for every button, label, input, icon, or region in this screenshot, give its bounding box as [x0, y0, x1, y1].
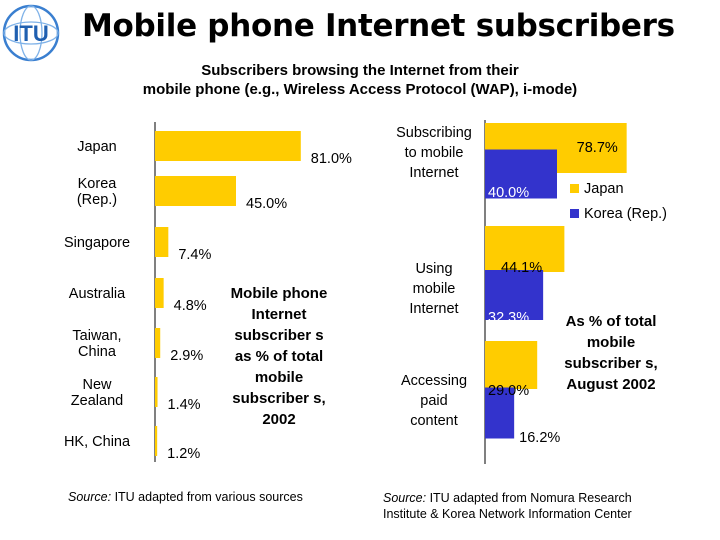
value-label-japan: 81.0% — [311, 151, 352, 167]
category-label-japan: Japan — [77, 139, 117, 155]
category-label-singapore: Singapore — [64, 235, 130, 251]
category-label-accessing-3: content — [410, 413, 458, 429]
category-label-new-zealand-2: Zealand — [71, 393, 123, 409]
value-label-taiwan-china: 2.9% — [170, 348, 203, 364]
page-title: Mobile phone Internet subscribers — [82, 8, 675, 44]
right-chart-caption: As % of total mobile subscriber s, Augus… — [564, 313, 658, 393]
right-source-text-2: Institute & Korea Network Information Ce… — [383, 507, 632, 521]
bar-japan — [155, 131, 301, 161]
category-label-using-3: Internet — [409, 301, 458, 317]
value-label-australia: 4.8% — [174, 298, 207, 314]
category-label-new-zealand-1: New — [82, 377, 112, 393]
value-label-singapore: 7.4% — [178, 247, 211, 263]
left-source-text: ITU adapted from various sources — [111, 490, 303, 504]
bar-japan-accessing — [485, 341, 538, 389]
category-label-using-2: mobile — [413, 281, 456, 297]
value-label-korea-using: 32.3% — [488, 310, 529, 326]
value-label-japan-subscribing: 78.7% — [577, 140, 618, 156]
bar-korea-subscribing — [485, 149, 557, 199]
category-label-korea-rep-2: (Rep.) — [77, 192, 117, 208]
left-chart-caption: Mobile phone Internet subscriber s as % … — [230, 285, 328, 428]
category-label-subscribing-3: Internet — [409, 165, 458, 181]
category-label-accessing-1: Accessing — [401, 373, 467, 389]
value-label-new-zealand: 1.4% — [168, 397, 201, 413]
subtitle-line-2: mobile phone (e.g., Wireless Access Prot… — [142, 81, 578, 98]
bar-new-zealand — [155, 377, 158, 407]
value-label-korea-subscribing: 40.0% — [488, 185, 529, 201]
right-source-note: Source: ITU adapted from Nomura Research… — [383, 490, 632, 522]
category-label-hk-china: HK, China — [64, 434, 131, 450]
category-label-using-1: Using — [415, 261, 452, 277]
value-label-hk-china: 1.2% — [167, 446, 200, 462]
category-label-korea-rep-1: Korea — [78, 176, 118, 192]
logo-longitude — [19, 5, 43, 61]
value-label-korea-rep: 45.0% — [246, 196, 287, 212]
legend-label-korea-rep: Korea (Rep.) — [584, 206, 667, 222]
category-label-taiwan-china-1: Taiwan, — [72, 328, 121, 344]
value-label-japan-using: 44.1% — [501, 260, 542, 276]
right-source-prefix: Source: — [383, 491, 427, 505]
left-source-note: Source: ITU adapted from various sources — [68, 489, 303, 505]
logo-latitude — [3, 21, 59, 45]
bar-japan-using — [485, 226, 565, 272]
itu-logo: ITU — [2, 4, 60, 62]
legend-swatch-japan — [570, 184, 579, 193]
bar-singapore — [155, 227, 169, 257]
bar-hk-china — [155, 426, 158, 456]
bar-korea-using — [485, 270, 544, 320]
subtitle-line-1: Subscribers browsing the Internet from t… — [201, 62, 519, 79]
value-label-korea-accessing: 16.2% — [519, 430, 560, 446]
right-source-text-1: ITU adapted from Nomura Research — [426, 491, 632, 505]
category-label-subscribing-1: Subscribing — [396, 125, 472, 141]
category-label-australia: Australia — [69, 286, 126, 302]
left-source-prefix: Source: — [68, 490, 112, 504]
bar-australia — [155, 278, 164, 308]
bar-korea-rep — [155, 176, 236, 206]
category-label-taiwan-china-2: China — [78, 344, 117, 360]
value-label-japan-accessing: 29.0% — [488, 383, 529, 399]
legend-swatch-korea-rep — [570, 209, 579, 218]
logo-text: ITU — [13, 21, 48, 46]
category-label-accessing-2: paid — [420, 393, 447, 409]
bar-korea-accessing — [485, 387, 515, 439]
category-label-subscribing-2: to mobile — [405, 145, 464, 161]
legend-label-japan: Japan — [584, 181, 624, 197]
bar-taiwan-china — [155, 328, 161, 358]
